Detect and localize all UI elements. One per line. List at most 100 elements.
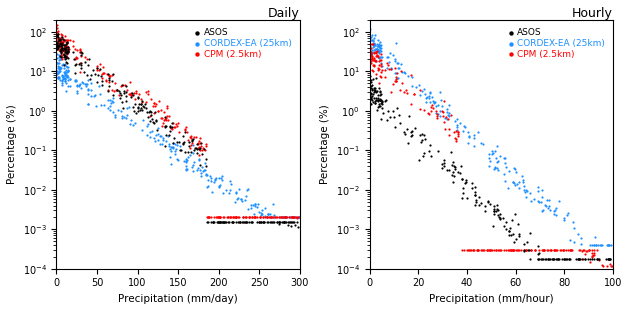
CPM (2.5km) bbox=[473, 248, 483, 253]
CORDEX-EA (25km) bbox=[94, 83, 104, 88]
CPM (2.5km) bbox=[182, 129, 192, 134]
X-axis label: Precipitation (mm/hour): Precipitation (mm/hour) bbox=[429, 294, 554, 304]
CPM (2.5km) bbox=[586, 260, 596, 265]
ASOS bbox=[507, 217, 517, 222]
CORDEX-EA (25km) bbox=[116, 108, 126, 113]
CPM (2.5km) bbox=[376, 61, 386, 66]
ASOS bbox=[202, 220, 212, 225]
CORDEX-EA (25km) bbox=[437, 103, 447, 108]
CORDEX-EA (25km) bbox=[518, 184, 528, 189]
CORDEX-EA (25km) bbox=[435, 114, 445, 118]
CPM (2.5km) bbox=[58, 53, 69, 58]
CPM (2.5km) bbox=[56, 39, 66, 44]
CPM (2.5km) bbox=[71, 56, 81, 61]
CORDEX-EA (25km) bbox=[72, 90, 82, 95]
ASOS bbox=[52, 44, 62, 49]
CORDEX-EA (25km) bbox=[587, 243, 598, 248]
CORDEX-EA (25km) bbox=[386, 50, 396, 55]
CORDEX-EA (25km) bbox=[225, 187, 235, 192]
ASOS bbox=[116, 92, 126, 97]
CPM (2.5km) bbox=[391, 79, 401, 84]
ASOS bbox=[239, 220, 249, 225]
CPM (2.5km) bbox=[539, 248, 549, 253]
CPM (2.5km) bbox=[503, 248, 513, 253]
CORDEX-EA (25km) bbox=[60, 70, 70, 75]
CORDEX-EA (25km) bbox=[155, 133, 165, 138]
CORDEX-EA (25km) bbox=[501, 156, 511, 161]
CORDEX-EA (25km) bbox=[289, 215, 299, 220]
CORDEX-EA (25km) bbox=[194, 157, 204, 162]
ASOS bbox=[485, 202, 495, 207]
CORDEX-EA (25km) bbox=[153, 126, 164, 131]
CPM (2.5km) bbox=[211, 215, 221, 220]
ASOS bbox=[289, 220, 299, 225]
CORDEX-EA (25km) bbox=[369, 35, 379, 40]
ASOS bbox=[178, 140, 188, 145]
CORDEX-EA (25km) bbox=[238, 215, 248, 220]
CORDEX-EA (25km) bbox=[215, 183, 225, 188]
CORDEX-EA (25km) bbox=[442, 109, 452, 114]
CPM (2.5km) bbox=[401, 91, 411, 95]
ASOS bbox=[560, 256, 570, 261]
CPM (2.5km) bbox=[125, 92, 135, 97]
CORDEX-EA (25km) bbox=[262, 215, 272, 220]
ASOS bbox=[373, 97, 383, 102]
CORDEX-EA (25km) bbox=[86, 93, 96, 98]
ASOS bbox=[375, 92, 385, 97]
ASOS bbox=[366, 92, 376, 97]
CPM (2.5km) bbox=[74, 61, 84, 66]
ASOS bbox=[447, 172, 457, 177]
ASOS bbox=[85, 76, 95, 81]
CORDEX-EA (25km) bbox=[211, 176, 221, 181]
CPM (2.5km) bbox=[521, 248, 532, 253]
ASOS bbox=[55, 41, 65, 46]
CPM (2.5km) bbox=[262, 215, 272, 220]
ASOS bbox=[369, 99, 379, 104]
CPM (2.5km) bbox=[53, 29, 64, 34]
ASOS bbox=[56, 47, 66, 52]
ASOS bbox=[136, 102, 147, 107]
CPM (2.5km) bbox=[370, 50, 380, 55]
CPM (2.5km) bbox=[276, 215, 286, 220]
CORDEX-EA (25km) bbox=[196, 171, 206, 176]
CPM (2.5km) bbox=[53, 37, 63, 42]
ASOS bbox=[374, 103, 384, 108]
ASOS bbox=[551, 256, 561, 261]
CORDEX-EA (25km) bbox=[81, 82, 91, 87]
CPM (2.5km) bbox=[453, 129, 463, 134]
CPM (2.5km) bbox=[136, 96, 146, 101]
CORDEX-EA (25km) bbox=[568, 220, 578, 225]
CORDEX-EA (25km) bbox=[367, 37, 377, 42]
CORDEX-EA (25km) bbox=[263, 212, 273, 217]
ASOS bbox=[62, 39, 72, 44]
ASOS bbox=[252, 220, 262, 225]
ASOS bbox=[544, 256, 554, 261]
CORDEX-EA (25km) bbox=[269, 215, 279, 220]
CPM (2.5km) bbox=[473, 248, 483, 253]
ASOS bbox=[545, 256, 555, 261]
ASOS bbox=[69, 56, 79, 61]
CORDEX-EA (25km) bbox=[368, 41, 378, 46]
ASOS bbox=[571, 256, 581, 261]
CPM (2.5km) bbox=[250, 215, 260, 220]
ASOS bbox=[256, 220, 266, 225]
CORDEX-EA (25km) bbox=[278, 215, 288, 220]
CORDEX-EA (25km) bbox=[250, 202, 260, 207]
CORDEX-EA (25km) bbox=[490, 148, 500, 153]
CORDEX-EA (25km) bbox=[62, 64, 72, 69]
ASOS bbox=[223, 220, 233, 225]
CORDEX-EA (25km) bbox=[124, 104, 134, 109]
ASOS bbox=[386, 114, 396, 119]
ASOS bbox=[90, 72, 100, 77]
ASOS bbox=[63, 49, 73, 54]
ASOS bbox=[438, 160, 448, 165]
CPM (2.5km) bbox=[367, 54, 377, 59]
ASOS bbox=[128, 104, 138, 109]
CPM (2.5km) bbox=[52, 36, 62, 41]
CORDEX-EA (25km) bbox=[181, 156, 191, 161]
ASOS bbox=[208, 220, 218, 225]
CPM (2.5km) bbox=[267, 215, 277, 220]
CPM (2.5km) bbox=[157, 124, 167, 129]
ASOS bbox=[383, 108, 393, 113]
CPM (2.5km) bbox=[222, 215, 232, 220]
